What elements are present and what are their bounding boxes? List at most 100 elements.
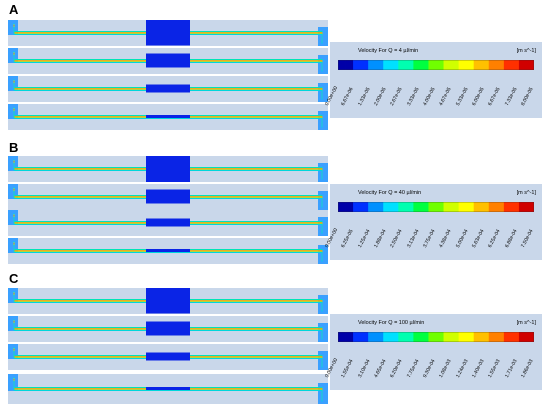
colorbar-segment	[420, 202, 429, 212]
outlet-region	[318, 55, 328, 74]
outlet-region	[318, 295, 328, 314]
colorbar-ticks: 0.00e+00 6.67e-06 1.33e-05 2.00e-05 2.67e-05…	[324, 72, 535, 114]
colorbar-segment	[451, 202, 460, 212]
flow-field	[8, 316, 328, 342]
colorbar-segment	[503, 332, 512, 342]
colorbar-segment	[398, 202, 407, 212]
inlet-region	[8, 20, 18, 35]
colorbar-tick-label: 6.67e-06	[340, 86, 355, 107]
colorbar-tick-label: 5.33e-05	[454, 86, 470, 107]
colorbar-segment	[338, 202, 346, 212]
colorbar-segment	[466, 332, 475, 342]
colorbar-segment	[368, 332, 377, 342]
colorbar-segment	[338, 332, 346, 342]
colorbar-tick-label: 1.71e-03	[503, 358, 519, 379]
outlet-region	[318, 383, 328, 404]
colorbar-segment	[458, 332, 467, 342]
flow-stripe	[13, 111, 323, 128]
channel-1	[8, 20, 328, 46]
colorbar-segment	[436, 332, 444, 342]
colorbar-segment	[443, 202, 452, 212]
inlet-region	[8, 288, 18, 303]
colorbar-segment	[383, 202, 392, 212]
inlet-region	[8, 374, 18, 391]
colorbar-segment	[390, 202, 399, 212]
channel-2	[8, 48, 328, 74]
outlet-region	[318, 217, 328, 236]
colorbar-tick-label: 6.20e-04	[389, 358, 404, 379]
velocity-legend: Velocity For Q = 40 µl/min [m s^-1] 0.00…	[324, 184, 542, 260]
channel-3	[8, 76, 328, 102]
colorbar-segment	[503, 60, 512, 70]
colorbar-tick-label: 3.10e-04	[356, 358, 372, 379]
colorbar-segment	[413, 202, 422, 212]
colorbar-segment	[473, 60, 482, 70]
colorbar-segment	[458, 60, 467, 70]
colorbar-segment	[375, 202, 384, 212]
legend-title: Velocity For Q = 40 µl/min	[358, 190, 422, 196]
colorbar-segment	[345, 202, 354, 212]
colorbar-segment	[405, 202, 414, 212]
panel-label: C	[9, 271, 19, 286]
colorbar-segment	[360, 202, 369, 212]
colorbar-tick-label: 5.00e-04	[454, 228, 470, 249]
colorbar-segment	[383, 60, 392, 70]
chamber-region	[146, 115, 190, 118]
colorbar-segment	[481, 332, 490, 342]
chamber-region	[146, 84, 190, 93]
colorbar-segment	[428, 332, 437, 342]
legend-unit: [m s^-1]	[516, 48, 536, 54]
colorbar-segment	[353, 332, 362, 342]
colorbar-segment	[375, 60, 384, 70]
colorbar-segment	[496, 332, 505, 342]
channel-3	[8, 344, 328, 370]
colorbar-tick-label: 8.00e-05	[520, 86, 535, 107]
colorbar-segment	[345, 332, 354, 342]
inlet-region	[8, 48, 18, 63]
channel-1	[8, 288, 328, 314]
channel-2	[8, 184, 328, 210]
colorbar-segment	[398, 332, 407, 342]
colorbar-segment	[420, 332, 429, 342]
colorbar-segment	[481, 60, 490, 70]
colorbar-segment	[353, 60, 362, 70]
colorbar-tick-label: 7.50e-04	[520, 228, 535, 249]
colorbar-tick-label: 7.75e-04	[405, 358, 421, 379]
colorbar-tick-label: 6.88e-04	[503, 228, 519, 249]
flow-field	[8, 76, 328, 102]
legend-unit: [m s^-1]	[516, 320, 536, 326]
inlet-region	[8, 104, 18, 119]
flow-field	[8, 288, 328, 314]
inlet-region	[8, 210, 18, 225]
colorbar-tick-label: 1.86e-03	[520, 358, 535, 379]
colorbar-segment	[451, 332, 460, 342]
flow-stripe	[13, 381, 323, 402]
chamber-region	[146, 20, 190, 46]
colorbar-tick-label: 1.55e-04	[340, 358, 355, 379]
inlet-region	[8, 76, 18, 91]
colorbar-tick-label: 6.25e-05	[340, 228, 355, 249]
flow-field	[8, 238, 328, 264]
colorbar-tick-label: 3.75e-04	[422, 228, 437, 249]
colorbar-segment	[481, 202, 490, 212]
colorbar-segment	[360, 60, 369, 70]
colorbar-tick-label: 1.88e-04	[373, 228, 388, 249]
colorbar-segment	[488, 202, 497, 212]
colorbar-segment	[428, 202, 437, 212]
colorbar-segment	[526, 332, 534, 342]
flow-field	[8, 156, 328, 182]
colorbar-segment	[473, 202, 482, 212]
colorbar-tick-label: 6.25e-04	[487, 228, 502, 249]
panel-a: A Velocity For Q = 4 µl/min [m s^-1] 0.0…	[0, 0, 550, 135]
colorbar-segment	[526, 60, 534, 70]
colorbar-segment	[518, 332, 527, 342]
colorbar-tick-label: 1.24e-03	[454, 358, 470, 379]
velocity-legend: Velocity For Q = 100 µl/min [m s^-1] 0.0…	[324, 314, 542, 390]
colorbar-segment	[428, 60, 437, 70]
colorbar-segment	[368, 60, 377, 70]
chamber-region	[146, 288, 190, 314]
colorbar-segment	[451, 60, 460, 70]
colorbar-tick-label: 2.50e-04	[389, 228, 404, 249]
colorbar-segment	[436, 202, 444, 212]
colorbar-tick-label: 1.40e-03	[471, 358, 486, 379]
